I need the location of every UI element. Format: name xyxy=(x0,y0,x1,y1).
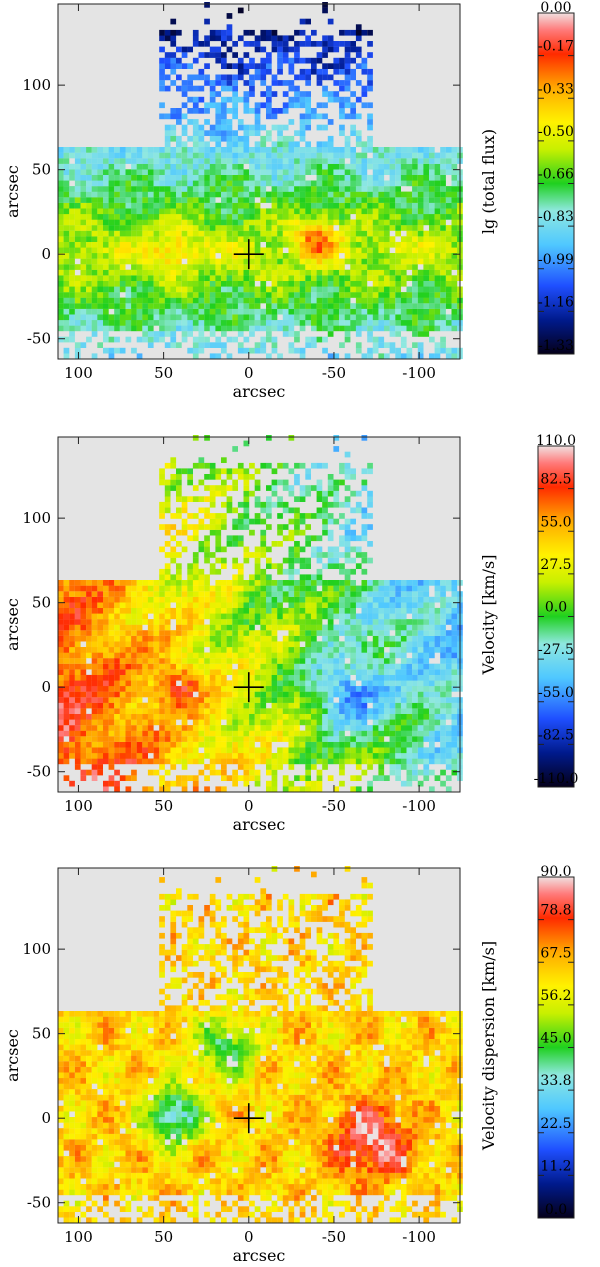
x-tick-label: 0 xyxy=(244,797,254,815)
colorbar-tick-label: -0.83 xyxy=(538,209,574,225)
y-axis-label: arcsec xyxy=(3,165,22,218)
colorbar-tick-label: 22.5 xyxy=(540,1116,571,1132)
colorbar-label: Velocity dispersion [km/s] xyxy=(479,941,498,1151)
colorbar-tick-label: 110.0 xyxy=(536,433,576,449)
x-axis-label: arcsec xyxy=(233,382,286,401)
y-tick-label: 0 xyxy=(41,1109,51,1127)
colorbar-tick-label: 27.5 xyxy=(540,557,571,573)
center-cross-marker xyxy=(233,672,264,703)
y-tick-label: -50 xyxy=(27,763,51,781)
y-tick-label: 50 xyxy=(32,161,51,179)
y-tick-label: 50 xyxy=(32,1025,51,1043)
colorbar-tick-label: -0.33 xyxy=(538,81,574,97)
colorbar-tick-label: 90.0 xyxy=(540,864,571,880)
colorbar-tick-label: 55.0 xyxy=(540,514,571,530)
center-cross-marker xyxy=(233,239,264,270)
colorbar-label: Velocity [km/s] xyxy=(479,555,498,676)
colorbar-tick-label: -27.5 xyxy=(538,642,574,658)
x-tick-label: 50 xyxy=(154,797,173,815)
y-axis-label: arcsec xyxy=(3,1029,22,1082)
colorbar-tick-label: 0.0 xyxy=(545,1202,567,1218)
heatmap-cells xyxy=(58,435,463,793)
x-axis-label: arcsec xyxy=(233,1246,286,1265)
colorbar-tick-label: -0.50 xyxy=(538,124,574,140)
panel-2: 100 50 0 -50 -100 -50 0 50 100 arcsec arcsec 110.0 8… xyxy=(3,433,578,834)
colorbar-tick-label: 78.8 xyxy=(540,903,571,919)
x-tick-label: 0 xyxy=(244,364,254,382)
y-tick-label: 50 xyxy=(32,594,51,612)
colorbar-tick-label: -1.16 xyxy=(538,294,574,310)
colorbar-tick-label: -55.0 xyxy=(538,685,574,701)
plot-frame xyxy=(57,436,461,793)
colorbar-tick-label: 11.2 xyxy=(540,1158,571,1174)
x-tick-label: 100 xyxy=(64,1228,93,1246)
plot-frame xyxy=(57,867,461,1224)
x-tick-label: -100 xyxy=(402,797,436,815)
colorbar-tick-label: 82.5 xyxy=(540,472,571,488)
colorbar-tick-label: -1.33 xyxy=(538,338,574,354)
x-tick-label: 50 xyxy=(154,364,173,382)
y-tick-label: 0 xyxy=(41,245,51,263)
x-axis-label: arcsec xyxy=(233,815,286,834)
heatmap-cells xyxy=(58,866,463,1224)
panel-3: 100 50 0 -50 -100 -50 0 50 100 arcsec arcsec 90.0 78… xyxy=(3,864,575,1265)
y-tick-label: 0 xyxy=(41,678,51,696)
colorbar-tick-label: 33.8 xyxy=(540,1073,571,1089)
colorbar-tick-label: 0.00 xyxy=(540,0,571,16)
y-tick-label: 100 xyxy=(22,940,51,958)
center-cross-marker xyxy=(233,1103,264,1134)
panel-1: 100 50 0 -50 -100 -50 0 50 100 arcsec arcsec 0.00 -0… xyxy=(3,0,575,401)
x-tick-label: 100 xyxy=(64,364,93,382)
x-tick-label: -100 xyxy=(402,364,436,382)
colorbar-tick-label: -82.5 xyxy=(538,727,574,743)
y-tick-label: -50 xyxy=(27,330,51,348)
x-tick-label: -50 xyxy=(322,1228,346,1246)
colorbar-tick-label: -0.66 xyxy=(538,167,574,183)
y-tick-label: 100 xyxy=(22,76,51,94)
colorbar-tick-label: 67.5 xyxy=(540,945,571,961)
y-tick-label: 100 xyxy=(22,509,51,527)
y-axis-label: arcsec xyxy=(3,598,22,651)
plot-frame xyxy=(57,3,461,360)
x-tick-label: -50 xyxy=(322,364,346,382)
colorbar-tick-label: -0.99 xyxy=(538,252,574,268)
colorbar-tick-label: 56.2 xyxy=(540,988,571,1004)
x-tick-label: -100 xyxy=(402,1228,436,1246)
colorbar-tick-label: 0.0 xyxy=(545,600,567,616)
colorbar-tick-label: 45.0 xyxy=(540,1031,571,1047)
colorbar-tick-label: -110.0 xyxy=(534,771,579,787)
y-tick-label: -50 xyxy=(27,1194,51,1212)
colorbar-label: lg (total flux) xyxy=(479,129,498,234)
x-tick-label: 0 xyxy=(244,1228,254,1246)
colorbar-tick-label: -0.17 xyxy=(538,39,574,55)
x-tick-label: 100 xyxy=(64,797,93,815)
x-tick-label: -50 xyxy=(322,797,346,815)
x-tick-label: 50 xyxy=(154,1228,173,1246)
heatmap-cells xyxy=(58,2,463,360)
